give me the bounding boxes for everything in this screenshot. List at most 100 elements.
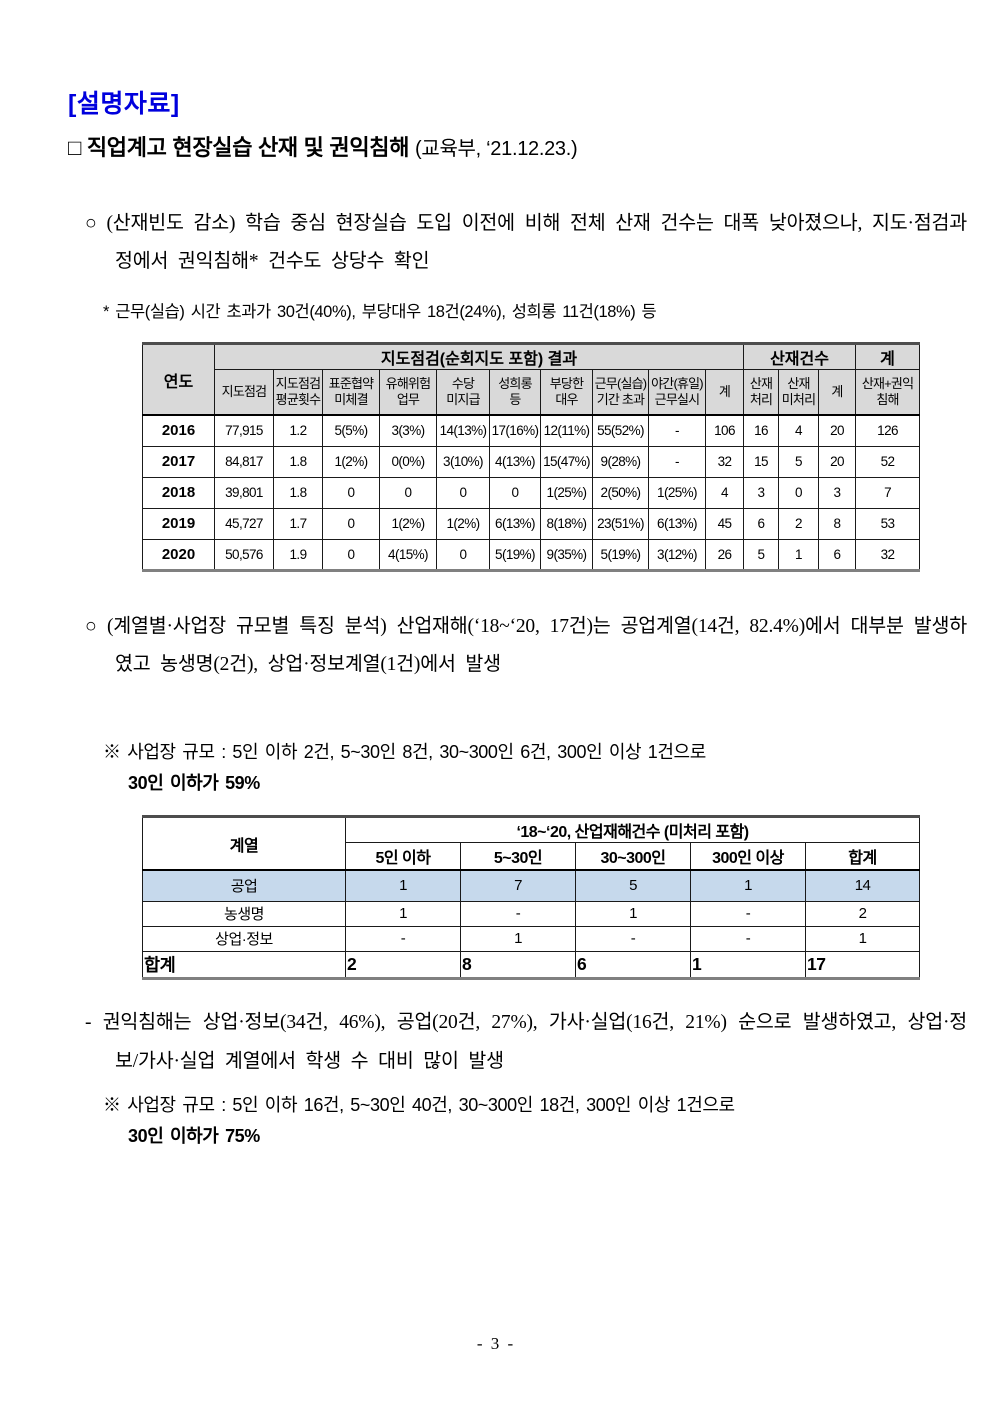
row-header-year: 2019 xyxy=(142,507,215,540)
cell: 1(2%) xyxy=(379,507,437,540)
cell: 0 xyxy=(322,538,380,571)
title-square-bullet: □ xyxy=(68,135,81,160)
dash-bullet: - xyxy=(85,1012,92,1033)
row-header-category: 농생명 xyxy=(142,900,346,927)
table-row: 2018 39,801 1.8 0 0 0 0 1(25%) 2(50%) 1(… xyxy=(142,476,921,509)
table-total-row: 합계 2 8 6 1 17 xyxy=(142,950,921,979)
note-workplace-size-accidents: ※ 사업장 규모 : 5인 이하 2건, 5~30인 8건, 30~300인 6… xyxy=(103,737,970,799)
col-header: 5인 이하 xyxy=(345,842,461,871)
asterisk-bullet: * xyxy=(103,303,110,321)
table-row: 연도 지도점검(순회지도 포함) 결과 산재건수 계 xyxy=(142,343,921,416)
col-header: 부당한 대우 xyxy=(540,369,593,416)
cell: 4(15%) xyxy=(379,538,437,571)
table-row: 농생명 1 - 1 - 2 xyxy=(142,900,921,927)
cell: 1 xyxy=(690,869,806,902)
cell: 5(5%) xyxy=(322,414,380,447)
col-header: 계 xyxy=(817,369,857,416)
circle-bullet: ○ xyxy=(85,616,97,637)
cell: 14 xyxy=(804,869,921,902)
accidents-by-size-table: 계열 ‘18~‘20, 산업재해건수 (미처리 포함) 5인 이하 5~30인 … xyxy=(142,815,921,980)
paragraph-text: (산재빈도 감소) 학습 중심 현장실습 도입 이전에 비해 전체 산재 건수는… xyxy=(106,213,968,272)
col-header: 5~30인 xyxy=(460,842,576,871)
cell: 2 xyxy=(804,900,921,927)
cell: 3(12%) xyxy=(648,538,706,571)
col-header: 산재 처리 xyxy=(743,369,779,416)
table-row: 계열 ‘18~‘20, 산업재해건수 (미처리 포함) xyxy=(142,816,921,871)
table-row: 2017 84,817 1.8 1(2%) 0(0%) 3(10%) 4(13%… xyxy=(142,445,921,478)
cell: 126 xyxy=(855,414,921,447)
cell: 1.8 xyxy=(273,476,323,509)
circle-bullet: ○ xyxy=(85,213,97,234)
note-text: 사업장 규모 : 5인 이하 2건, 5~30인 8건, 30~300인 6건,… xyxy=(127,742,706,762)
cell: 0 xyxy=(379,476,437,509)
col-header: 야간(휴일) 근무실시 xyxy=(648,369,706,416)
cell: 7 xyxy=(855,476,921,509)
paragraph-rights-violation: - 권익침해는 상업·정보(34건, 46%), 공업(20건, 27%), 가… xyxy=(85,1003,967,1081)
row-header-total: 합계 xyxy=(142,950,346,979)
cell: 0 xyxy=(436,476,490,509)
cell: 1(2%) xyxy=(322,445,380,478)
cell: 4(13%) xyxy=(489,445,541,478)
cell: - xyxy=(648,445,706,478)
col-header: 30~300인 xyxy=(575,842,691,871)
cell: 106 xyxy=(705,414,744,447)
cell: 39,801 xyxy=(214,476,274,509)
col-header: 계 xyxy=(705,369,744,416)
col-header: 성희롱 등 xyxy=(489,369,541,416)
table-row: 2016 77,915 1.2 5(5%) 3(3%) 14(13%) 17(1… xyxy=(142,414,921,447)
cell: 1 xyxy=(778,538,819,571)
cell: 17 xyxy=(804,950,921,979)
note-bold-text: 30인 이하가 75% xyxy=(128,1126,260,1146)
cell: 3(10%) xyxy=(436,445,490,478)
cell: 6 xyxy=(817,538,857,571)
cell: 2 xyxy=(345,950,461,979)
doc-title: □ 직업계고 현장실습 산재 및 권익침해 (교육부, ‘21.12.23.) xyxy=(68,130,948,162)
cell: 1 xyxy=(690,950,806,979)
cell: - xyxy=(648,414,706,447)
cell: 17(16%) xyxy=(489,414,541,447)
table-row-highlighted: 공업 1 7 5 1 14 xyxy=(142,869,921,902)
row-header-year: 2017 xyxy=(142,445,215,478)
row-header-year: 2016 xyxy=(142,414,215,447)
cell: 1 xyxy=(460,925,576,952)
cell: 15(47%) xyxy=(540,445,593,478)
table-row: 지도점검 지도점검 평균횟수 표준협약 미체결 유해위험 업무 수당 미지급 성… xyxy=(143,369,921,416)
cell: 6 xyxy=(575,950,691,979)
cell: - xyxy=(345,925,461,952)
cell: 6(13%) xyxy=(648,507,706,540)
cell: 53 xyxy=(855,507,921,540)
cell: - xyxy=(690,925,806,952)
cell: 32 xyxy=(855,538,921,571)
cell: 8 xyxy=(460,950,576,979)
cell: 0 xyxy=(436,538,490,571)
cell: 0 xyxy=(322,476,380,509)
cell: 12(11%) xyxy=(540,414,593,447)
cell: 23(51%) xyxy=(592,507,649,540)
cell: 77,915 xyxy=(214,414,274,447)
cell: 1.2 xyxy=(273,414,323,447)
note-text: 사업장 규모 : 5인 이하 16건, 5~30인 40건, 30~300인 1… xyxy=(127,1095,735,1115)
note-workplace-size-violations: ※ 사업장 규모 : 5인 이하 16건, 5~30인 40건, 30~300인… xyxy=(103,1090,970,1152)
cell: 5(19%) xyxy=(489,538,541,571)
cell: 5(19%) xyxy=(592,538,649,571)
cell: 5 xyxy=(743,538,779,571)
cell: 6(13%) xyxy=(489,507,541,540)
col-header: 산재+권익 침해 xyxy=(855,369,921,416)
cell: - xyxy=(460,900,576,927)
cell: 4 xyxy=(778,414,819,447)
cell: 1 xyxy=(575,900,691,927)
cell: 1 xyxy=(804,925,921,952)
cell: 1 xyxy=(345,900,461,927)
cell: 0 xyxy=(778,476,819,509)
cell: 1(25%) xyxy=(648,476,706,509)
cell: 26 xyxy=(705,538,744,571)
cell: 0 xyxy=(322,507,380,540)
cell: 55(52%) xyxy=(592,414,649,447)
col-header: 300인 이상 xyxy=(690,842,806,871)
cell: 45 xyxy=(705,507,744,540)
row-header-year: 2020 xyxy=(142,538,215,571)
reference-mark-bullet: ※ xyxy=(103,742,121,762)
inspection-results-table: 연도 지도점검(순회지도 포함) 결과 산재건수 계 지도점검 지도점검 평균횟… xyxy=(142,342,921,572)
col-header-year: 연도 xyxy=(142,343,215,416)
